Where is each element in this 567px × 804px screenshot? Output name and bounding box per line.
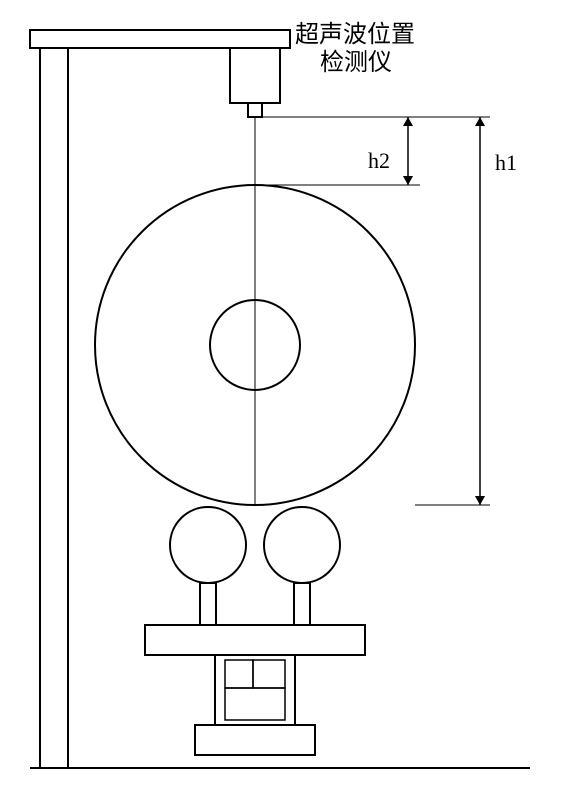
sensor-tip (248, 103, 262, 117)
pedestal-top (145, 625, 365, 655)
roller-post-left (200, 583, 216, 625)
pedestal-inner-c (225, 688, 285, 720)
roller-post-right (294, 583, 310, 625)
support-roller-left (170, 507, 246, 583)
sensor-label-line1: 超声波位置 (295, 21, 415, 48)
pedestal-mid (215, 655, 295, 725)
dim-h1-label: h1 (495, 150, 517, 175)
frame-top-bar (30, 30, 290, 48)
pedestal-inner-a (225, 660, 253, 688)
sensor-label-line2: 检测仪 (320, 49, 392, 76)
support-roller-right (264, 507, 340, 583)
dim-h2-label: h2 (368, 148, 390, 173)
frame-left-column (40, 48, 68, 768)
pedestal-base (195, 725, 315, 755)
pedestal-inner-b (253, 660, 285, 688)
sensor-body (230, 48, 280, 103)
